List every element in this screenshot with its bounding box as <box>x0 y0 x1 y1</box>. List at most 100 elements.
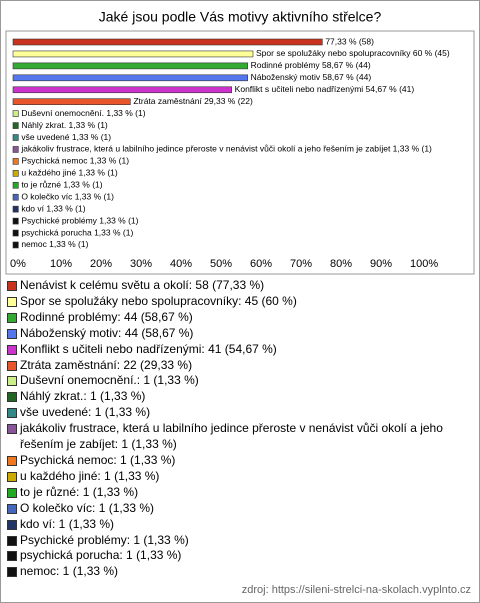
value-label: nemoc 1,33 % (1) <box>21 239 88 249</box>
bar <box>12 98 131 105</box>
legend-label: Spor se spolužáky nebo spolupracovníky: … <box>20 293 297 308</box>
legend-label: Ztráta zaměstnání: 22 (29,33 %) <box>20 357 193 372</box>
x-tick-label: 90% <box>370 258 392 270</box>
value-label: Spor se spolužáky nebo spolupracovníky 6… <box>256 48 450 58</box>
value-label: Konflikt s učiteli nebo nadřízenými 54,6… <box>235 84 415 94</box>
bar <box>12 229 19 237</box>
legend-swatch <box>7 392 17 403</box>
value-label: psychická porucha 1,33 % (1) <box>21 227 133 237</box>
x-tick-label: 30% <box>130 258 152 270</box>
legend-swatch <box>7 567 17 578</box>
legend-item: kdo ví: 1 (1,33 %) <box>7 517 469 533</box>
legend-label: vše uvedené: 1 (1,33 %) <box>20 405 151 420</box>
bar <box>12 181 19 189</box>
bar <box>12 62 248 70</box>
legend-swatch <box>7 471 17 482</box>
legend-item: Ztráta zaměstnání: 22 (29,33 %) <box>7 358 469 374</box>
value-label: Psychické problémy 1,33 % (1) <box>21 215 138 225</box>
value-label: Ztráta zaměstnání 29,33 % (22) <box>133 96 253 106</box>
bar <box>12 74 248 82</box>
legend-label: Nenávist k celému světu a okolí: 58 (77,… <box>20 278 265 292</box>
value-label: Rodinné problémy 58,67 % (44) <box>251 60 371 70</box>
plot-frame <box>5 30 475 275</box>
bar <box>12 146 19 153</box>
legend-item: Náhlý zkrat.: 1 (1,33 %) <box>7 389 469 405</box>
bar <box>12 170 19 177</box>
legend-swatch <box>7 296 17 307</box>
legend-item: u každého jiné: 1 (1,33 %) <box>7 469 469 485</box>
legend-item: Psychické problémy: 1 (1,33 %) <box>7 533 469 549</box>
legend-item: vše uvedené: 1 (1,33 %) <box>7 405 469 421</box>
bar <box>12 134 19 141</box>
legend-swatch <box>7 503 17 514</box>
bar <box>12 193 19 201</box>
legend-label: jakákoliv frustrace, která u labilního j… <box>20 421 443 452</box>
legend-swatch <box>7 328 17 339</box>
bar <box>12 122 19 129</box>
legend-item: O kolečko víc: 1 (1,33 %) <box>7 501 469 517</box>
bar <box>12 110 19 117</box>
legend-item: Spor se spolužáky nebo spolupracovníky: … <box>7 294 469 310</box>
x-tick-label: 70% <box>290 258 312 270</box>
legend-swatch <box>7 519 17 530</box>
x-tick-label: 10% <box>50 258 72 270</box>
value-label: O kolečko víc 1,33 % (1) <box>21 191 114 201</box>
x-tick-label: 60% <box>250 258 272 270</box>
value-label: Náboženský motiv 58,67 % (44) <box>251 72 372 82</box>
legend-swatch <box>7 360 17 371</box>
legend-item: to je různé: 1 (1,33 %) <box>7 485 469 501</box>
legend-swatch <box>7 455 17 466</box>
value-label: 77,33 % (58) <box>325 36 374 46</box>
legend-swatch <box>7 376 17 387</box>
value-label: vše uvedené 1,33 % (1) <box>21 132 111 142</box>
legend-item: Náboženský motiv: 44 (58,67 %) <box>7 326 469 342</box>
legend-swatch <box>7 487 17 498</box>
legend-label: O kolečko víc: 1 (1,33 %) <box>20 500 155 515</box>
legend-item: jakákoliv frustrace, která u labilního j… <box>7 421 469 453</box>
bar <box>12 205 19 213</box>
value-label: to je různé 1,33 % (1) <box>21 180 102 190</box>
x-tick-label: 0% <box>10 258 26 270</box>
legend-label: Rodinné problémy: 44 (58,67 %) <box>20 309 193 324</box>
legend-item: Konflikt s učiteli nebo nadřízenými: 41 … <box>7 342 469 358</box>
legend-item: Duševní onemocnění.: 1 (1,33 %) <box>7 373 469 389</box>
legend-label: Psychické problémy: 1 (1,33 %) <box>20 532 189 547</box>
legend: Nenávist k celému světu a okolí: 58 (77,… <box>7 278 469 580</box>
legend-label: psychická porucha: 1 (1,33 %) <box>20 548 182 563</box>
bar <box>12 217 19 225</box>
legend-swatch <box>7 344 17 355</box>
bar <box>12 86 232 94</box>
legend-label: to je různé: 1 (1,33 %) <box>20 484 139 499</box>
value-label: kdo ví 1,33 % (1) <box>21 203 85 213</box>
value-label: jakákoliv frustrace, která u labilního j… <box>20 144 432 154</box>
legend-label: Konflikt s učiteli nebo nadřízenými: 41 … <box>20 341 277 356</box>
legend-label: Náhlý zkrat.: 1 (1,33 %) <box>20 389 146 404</box>
bar <box>12 158 19 165</box>
bar <box>12 50 254 58</box>
legend-swatch <box>7 281 17 291</box>
legend-swatch <box>7 408 17 419</box>
x-tick-label: 100% <box>410 258 438 270</box>
legend-item: Nenávist k celému světu a okolí: 58 (77,… <box>7 278 469 294</box>
legend-label: Duševní onemocnění.: 1 (1,33 %) <box>20 373 199 388</box>
legend-label: nemoc: 1 (1,33 %) <box>20 564 119 579</box>
legend-swatch <box>7 312 17 323</box>
bar <box>12 38 323 46</box>
legend-item: Psychická nemoc: 1 (1,33 %) <box>7 453 469 469</box>
legend-label: u každého jiné: 1 (1,33 %) <box>20 468 160 483</box>
value-label: Psychická nemoc 1,33 % (1) <box>21 156 129 166</box>
x-tick-label: 50% <box>210 258 232 270</box>
legend-swatch <box>7 535 17 546</box>
legend-label: kdo ví: 1 (1,33 %) <box>20 516 115 531</box>
legend-item: nemoc: 1 (1,33 %) <box>7 564 469 580</box>
legend-label: Náboženský motiv: 44 (58,67 %) <box>20 325 194 340</box>
value-label: Náhlý zkrat. 1,33 % (1) <box>21 120 108 130</box>
legend-swatch <box>7 551 17 562</box>
legend-label: Psychická nemoc: 1 (1,33 %) <box>20 452 176 467</box>
x-tick-label: 80% <box>330 258 352 270</box>
x-tick-label: 20% <box>90 258 112 270</box>
legend-swatch <box>7 424 17 435</box>
legend-item: Rodinné problémy: 44 (58,67 %) <box>7 310 469 326</box>
